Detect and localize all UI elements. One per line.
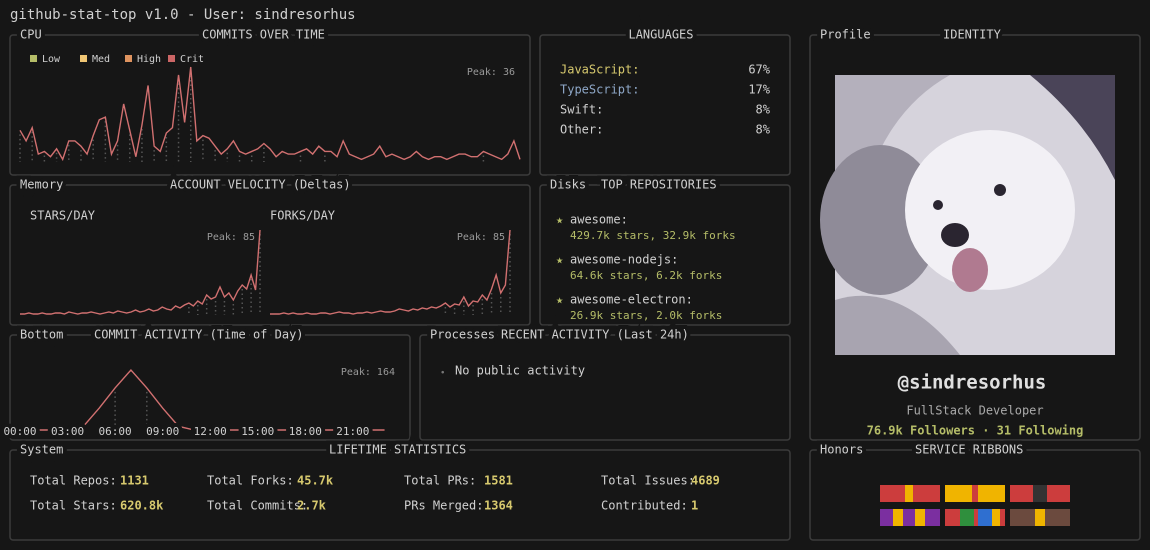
stat-value: 620.8k [120,499,164,513]
stat-value: 1581 [484,474,513,488]
repo-name: awesome-nodejs: [570,253,678,267]
panel-tag: CPU [20,28,42,42]
panel-title: COMMITS OVER TIME [202,28,325,42]
language-name: Other: [560,123,603,137]
line [19,66,521,162]
peak-label: Peak: 85 [457,232,505,243]
app-title: github-stat-top v1.0 - User: sindresorhu… [10,7,356,23]
stat-value: 45.7k [297,474,334,488]
panel [809,449,1141,541]
repo-name: awesome: [570,213,628,227]
profile-stats: 76.9k Followers · 31 Following [867,424,1084,438]
peak-label: Peak: 164 [341,367,395,378]
language-share: 67% [748,63,770,77]
language-share: 8% [756,103,771,117]
language-name: JavaScript: [560,63,639,77]
profile-handle: @sindresorhus [898,372,1047,394]
panel-tag: Memory [20,178,63,192]
profile-role: FullStack Developer [906,404,1043,418]
panel [9,184,531,326]
star-icon: ★ [556,293,563,307]
x-tick-label: 06:00 [99,425,132,438]
x-tick-label: 03:00 [51,425,84,438]
stat-label: Contributed: [601,499,688,513]
legend-label: Low [42,54,61,65]
line [270,229,511,315]
x-tick-label: 12:00 [194,425,227,438]
panel-tag: Honors [820,443,863,457]
language-share: 17% [748,83,770,97]
stat-label: Total Commits: [207,499,308,513]
ribbons [880,485,1070,526]
line [20,229,261,315]
stat-label: Total Issues: [601,474,695,488]
repo-name: awesome-electron: [570,293,693,307]
panel-tag: Profile [820,28,871,42]
language-name: TypeScript: [560,83,639,97]
stat-label: Total Repos: [30,474,117,488]
peak-label: Peak: 36 [467,67,515,78]
panel [419,334,791,441]
panel-title: ACCOUNT VELOCITY (Deltas) [170,178,351,192]
panel-tag: Processes [430,328,495,342]
repo-detail: 26.9k stars, 2.0k forks [570,309,722,322]
panel [9,334,411,441]
language-share: 8% [756,123,771,137]
panel-tag: Bottom [20,328,63,342]
repo-detail: 429.7k stars, 32.9k forks [570,229,736,242]
legend-swatch [168,55,175,62]
panel [809,34,1141,441]
chart-label: STARS/DAY [30,209,96,223]
x-tick-label: 21:00 [336,425,369,438]
panel-title: COMMIT ACTIVITY (Time of Day) [94,328,304,342]
panel-title: LANGUAGES [628,28,693,42]
x-tick-label: 09:00 [146,425,179,438]
legend-swatch [80,55,87,62]
empty-message: No public activity [455,364,585,378]
panel-tag: System [20,443,63,457]
panel [539,34,791,176]
panel-title: LIFETIME STATISTICS [329,443,466,457]
star-icon: ★ [556,213,563,227]
legend-label: Med [92,54,110,65]
legend-swatch [30,55,37,62]
legend-label: High [137,54,161,65]
star-icon: ★ [556,253,563,267]
stat-value: 4689 [691,474,720,488]
bullet: • [440,369,445,379]
avatar [820,75,1115,355]
stat-value: 1 [691,499,698,513]
peak-label: Peak: 85 [207,232,255,243]
panel [539,184,791,326]
stat-value: 1364 [484,499,513,513]
panel [9,449,791,541]
chart-label: FORKS/DAY [270,209,336,223]
panel-title: RECENT ACTIVITY (Last 24h) [501,328,689,342]
x-tick-label: 15:00 [241,425,274,438]
x-tick-label: 00:00 [3,425,36,438]
panel-title: TOP REPOSITORIES [601,178,717,192]
panel-title: IDENTITY [943,28,1002,42]
stat-label: Total PRs: [404,474,476,488]
x-tick-label: 18:00 [289,425,322,438]
panel-title: SERVICE RIBBONS [915,443,1023,457]
panel [9,34,531,176]
stat-value: 1131 [120,474,149,488]
legend-label: Crit [180,54,204,65]
language-name: Swift: [560,103,603,117]
stat-value: 2.7k [297,499,327,513]
stat-label: PRs Merged: [404,499,483,513]
line [20,368,385,431]
legend-swatch [125,55,132,62]
repo-detail: 64.6k stars, 6.2k forks [570,269,722,282]
panel-tag: Disks [550,178,586,192]
stat-label: Total Stars: [30,499,117,513]
stat-label: Total Forks: [207,474,294,488]
